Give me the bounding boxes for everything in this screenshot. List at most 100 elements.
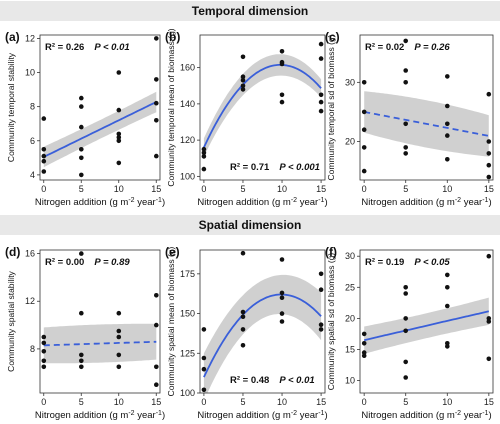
data-point [361, 145, 367, 150]
data-point [240, 83, 246, 89]
x-axis-label-superscript: -1 [482, 410, 488, 417]
data-point [486, 91, 492, 97]
data-point [403, 285, 409, 290]
plot-frame [39, 249, 161, 394]
data-point [486, 356, 492, 362]
fit-line [43, 340, 157, 347]
panel-label: (b) [165, 30, 180, 44]
x-tick-label: 10 [442, 397, 452, 407]
x-axis-label-part: year [297, 410, 318, 421]
data-point [201, 355, 207, 361]
data-point [403, 316, 409, 321]
y-tick-label: 125 [180, 348, 195, 358]
x-tick-label: 15 [151, 397, 161, 407]
x-tick-label: 0 [362, 184, 367, 194]
data-point [79, 95, 84, 101]
stat-annotation: R² = 0.02 P = 0.26 [365, 42, 450, 53]
x-axis-label-superscript: -2 [455, 410, 461, 417]
data-point [41, 158, 47, 164]
x-tick-label: 15 [316, 397, 326, 407]
data-point [41, 364, 47, 370]
data-point [240, 87, 246, 92]
data-point [116, 328, 122, 334]
data-point [403, 328, 409, 334]
y-tick-label: 160 [180, 63, 195, 73]
data-point [486, 319, 492, 324]
y-tick-label: 30 [345, 251, 355, 261]
panel-3: 0 5 10 15 8 12 16 Community spatial stability Ni… [5, 245, 165, 421]
data-point [445, 157, 450, 162]
data-point [240, 78, 246, 83]
y-tick-label: 20 [345, 137, 355, 147]
data-point [279, 257, 285, 262]
data-point [116, 310, 122, 316]
x-axis-label-part: Nitrogen addition (g m [35, 410, 129, 421]
x-axis-label-superscript: -2 [455, 197, 461, 204]
data-point [41, 153, 47, 159]
y-tick-label: 100 [180, 388, 195, 398]
section-strip-spatial: Spatial dimension [0, 215, 500, 235]
x-tick-label: 10 [277, 397, 287, 407]
data-point [116, 138, 122, 144]
x-tick-label: 5 [79, 397, 84, 407]
data-point [79, 352, 84, 358]
data-point [79, 155, 84, 161]
y-axis-label: Community temporal stability [6, 52, 16, 162]
plot-frame [39, 34, 161, 181]
data-point [361, 353, 367, 359]
data-point [240, 309, 246, 315]
stat-p: P = 0.89 [94, 257, 130, 268]
data-point [41, 169, 47, 174]
data-point [279, 61, 285, 67]
data-point [201, 150, 207, 156]
strip-bg-temporal [0, 1, 500, 21]
data-point [79, 172, 84, 178]
data-point [240, 250, 246, 256]
data-point [403, 291, 409, 296]
strip-bg-spatial [0, 215, 500, 235]
x-tick-label: 15 [151, 184, 161, 194]
x-tick-label: 5 [403, 397, 408, 407]
panel-label: (f) [325, 245, 337, 259]
panel-2: 0 5 10 15 20 30 Community temporal sd of bioma… [325, 30, 494, 208]
data-point [318, 56, 324, 61]
data-point [403, 145, 409, 150]
stat-p: P < 0.01 [94, 42, 129, 53]
panel-1: 0 5 10 15 100 120 140 160 Community temporal mea… [165, 28, 328, 208]
x-tick-label: 0 [41, 184, 46, 194]
data-point [361, 168, 367, 174]
x-axis-label: Nitrogen addition (g m-2 year-1) [197, 197, 327, 209]
data-point [41, 349, 47, 354]
data-point [318, 271, 324, 277]
data-point [403, 68, 409, 73]
x-tick-label: 5 [240, 397, 245, 407]
data-point [403, 375, 409, 380]
data-point [403, 38, 409, 44]
plot-frame [359, 249, 494, 394]
section-title-spatial: Spatial dimension [199, 218, 302, 232]
data-point [361, 127, 367, 132]
data-point [318, 92, 324, 98]
data-point [79, 251, 84, 256]
data-point [318, 322, 324, 328]
y-axis-label: Community temporal mean of biomass (g) [166, 28, 176, 186]
x-axis-label-superscript: -1 [156, 197, 162, 204]
data-point [403, 151, 409, 156]
stat-p: P < 0.001 [279, 162, 320, 173]
data-point [41, 116, 47, 121]
stat-r2: R² = 0.00 [45, 257, 84, 268]
data-point [445, 272, 450, 278]
y-axis-label: Community temporal sd of biomass (g) [326, 34, 336, 180]
data-point [361, 331, 367, 337]
data-point [116, 107, 122, 113]
x-axis-label-part: ) [324, 410, 327, 421]
data-point [201, 146, 207, 152]
stat-annotation: R² = 0.48 P < 0.01 [230, 375, 315, 386]
x-tick-label: 10 [114, 184, 124, 194]
x-axis-label-part: Nitrogen addition (g m [361, 197, 455, 208]
x-tick-label: 5 [403, 184, 408, 194]
data-point [154, 118, 159, 123]
y-tick-label: 8 [30, 344, 35, 354]
x-axis-label-superscript: -2 [291, 197, 297, 204]
data-point [154, 364, 159, 370]
